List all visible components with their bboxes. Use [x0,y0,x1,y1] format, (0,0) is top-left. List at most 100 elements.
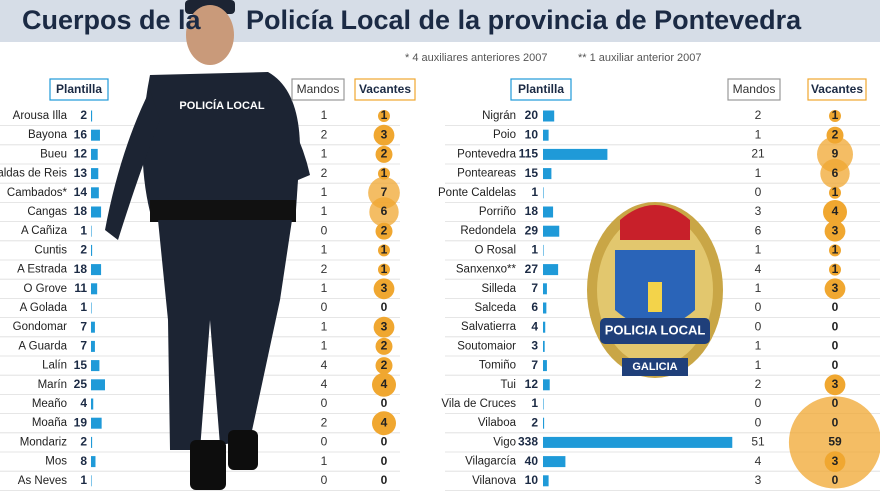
bar [91,321,95,333]
bar [91,168,99,180]
vacancy-circle [378,110,390,122]
vacantes-value: 4 [832,204,839,218]
row-label: Tui [500,379,516,391]
plantilla-value: 7 [80,339,87,353]
mandos-value: 2 [755,377,762,391]
vacancy-circles [368,110,880,489]
bar [543,225,560,237]
row-label: Gondomar [13,321,68,333]
vacantes-value: 0 [381,300,388,314]
column-header-box [354,78,416,101]
vacancy-circle [829,244,841,257]
mandos-value: 1 [321,147,328,161]
column-header: Mandos [733,82,776,96]
title-bar [0,0,880,42]
vacantes-value: 1 [832,185,839,199]
vacancy-circle [378,244,390,257]
vacantes-value: 2 [832,127,839,141]
row-label: Tomiño [479,360,516,372]
vacantes-value: 4 [381,377,388,391]
mandos-value: 0 [755,300,762,314]
row-label: Mondariz [20,436,68,448]
vacancy-circle [373,316,395,338]
bar [91,302,92,314]
plantilla-value: 20 [525,108,539,122]
vacantes-value: 3 [381,281,388,295]
bar [91,206,102,218]
bar [543,264,559,276]
plantilla-value: 8 [80,454,87,468]
vacancy-circle [824,278,846,300]
mandos-value: 4 [321,358,328,372]
vacantes-value: 0 [832,396,839,410]
row-label: Meaño [32,398,67,410]
column-header: Plantilla [518,82,564,96]
mandos-value: 4 [321,377,328,391]
bar [543,436,733,448]
mandos-value: 51 [751,435,765,449]
vacancy-circle [373,124,395,146]
bar [543,340,545,352]
plantilla-value: 7 [531,358,538,372]
plantilla-value: 4 [80,396,87,410]
plantilla-value: 18 [74,262,88,276]
row-label: A Cañiza [21,225,68,237]
bar [91,456,96,468]
column-header: Vacantes [811,82,863,96]
vacantes-value: 0 [832,473,839,487]
vacancy-circle [824,374,846,396]
row-label: Salvatierra [461,321,517,333]
bar [91,148,98,160]
mandos-value: 4 [755,262,762,276]
badge: POLICIA LOCAL GALICIA [587,202,723,378]
plantilla-value: 2 [80,108,87,122]
plantilla-value: 40 [525,454,539,468]
row-label: Moaña [32,417,68,429]
plantilla-value: 115 [519,147,539,161]
row-label: Cuntis [34,244,67,256]
vacantes-value: 1 [381,108,388,122]
bar [543,283,547,295]
plantilla-value: 12 [525,377,539,391]
vacantes-value: 1 [381,166,388,180]
mandos-value: 1 [321,339,328,353]
mandos-value: 1 [321,454,328,468]
mandos-value: 21 [751,147,765,161]
row-label: Vilaboa [478,417,517,429]
plantilla-value: 10 [525,473,539,487]
plantilla-value: 338 [518,435,538,449]
row-label: Lalín [42,360,67,372]
mandos-value: 1 [755,243,762,257]
row-label: Ponte Caldelas [438,187,516,199]
mandos-value: 1 [321,319,328,333]
row-label: O Grove [24,283,67,295]
bar [91,187,99,199]
vacantes-value: 3 [832,223,839,237]
plantilla-value: 15 [74,358,88,372]
mandos-value: 0 [321,300,328,314]
vacantes-value: 2 [381,147,388,161]
row-label: Poio [493,129,516,141]
vacantes-value: 6 [381,204,388,218]
mandos-value: 3 [755,204,762,218]
plantilla-value: 15 [525,166,539,180]
bar [91,360,100,372]
bar [543,244,544,256]
plantilla-value: 4 [531,319,538,333]
column-header: Vacantes [359,82,411,96]
bar [91,379,105,391]
plantilla-value: 25 [74,377,88,391]
vacancy-circle [829,186,841,199]
row-label: A Estrada [17,264,67,276]
mandos-value: 2 [321,166,328,180]
uniform-text: POLICÍA LOCAL [179,99,264,112]
mandos-value: 0 [755,415,762,429]
vacancy-circle [375,357,393,375]
vacantes-value: 3 [832,281,839,295]
row-label: Redondela [460,225,516,237]
plantilla-value: 18 [74,204,88,218]
plantilla-value: 27 [525,262,539,276]
row-label: A Golada [20,302,68,314]
